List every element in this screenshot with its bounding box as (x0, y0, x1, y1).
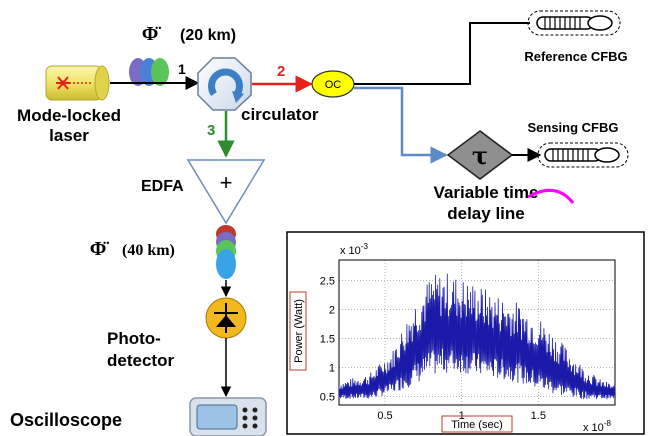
y-axis-label: Power (Watt) (293, 299, 305, 363)
tau-symbol: τ (472, 141, 488, 170)
reference-cfbg-icon (527, 10, 621, 36)
delay-label-line2: delay line (447, 204, 524, 223)
y-tick-labels: 0.5 1 1.5 2 2.5 (320, 275, 335, 403)
oscilloscope-icon (189, 397, 267, 436)
phi-label-40km: (40 km) (122, 242, 175, 259)
mode-locked-laser (45, 65, 110, 101)
x-tick-label: 0.5 (377, 410, 392, 422)
laser-label-line2: laser (49, 126, 89, 145)
x-tick-label: 1.5 (531, 410, 546, 422)
circulator-label: circulator (241, 105, 319, 124)
dispersion-spool-40km-icon (216, 225, 236, 279)
dispersion-spool-20km-icon (129, 58, 169, 86)
y-tick-label: 2.5 (320, 275, 335, 287)
optical-coupler: OC (311, 70, 355, 98)
laser-star-icon (56, 76, 70, 90)
sensing-cfbg-label: Sensing CFBG (527, 120, 618, 135)
phi-symbol-40km: Φ̈ (90, 238, 110, 260)
inset-chart: 0.5 1 1.5 2 2.5 0.5 1 1.5 x 10-3 x 10-8 Time (… (286, 231, 645, 435)
y-exponent-label: x 10-3 (340, 242, 368, 257)
x-axis-label: Time (sec) (451, 419, 503, 431)
variable-delay-icon: τ (446, 130, 514, 180)
oscilloscope-label: Oscilloscope (10, 410, 122, 430)
sensing-cfbg-icon (537, 142, 629, 168)
phi-label-20km: (20 km) (180, 27, 236, 44)
photodetector-label-line2: detector (107, 351, 174, 370)
edfa-label: EDFA (141, 178, 184, 195)
reference-cfbg-label: Reference CFBG (524, 49, 627, 64)
port-3-label: 3 (207, 122, 215, 139)
y-tick-label: 0.5 (320, 391, 335, 403)
edfa-plus: + (220, 170, 233, 195)
phi-symbol-20km: Φ̈ (142, 23, 162, 45)
signal-trace (338, 273, 616, 400)
photodetector-label-line1: Photo- (107, 329, 161, 348)
y-tick-label: 2 (329, 304, 335, 316)
y-tick-label: 1 (329, 362, 335, 374)
port-1-label: 1 (178, 61, 186, 77)
oc-to-delay-line (354, 86, 448, 164)
oc-to-reference-line (354, 22, 530, 85)
x-exponent-label: x 10-8 (583, 419, 611, 434)
photodetector-icon (205, 297, 247, 339)
magenta-curve (527, 188, 575, 204)
plot-area (338, 259, 616, 406)
laser-label-line1: Mode-locked (17, 106, 121, 125)
oc-label: OC (325, 79, 342, 91)
circulator-icon (197, 57, 252, 111)
x-axis-label-box (441, 415, 513, 433)
port-2-label: 2 (277, 63, 285, 80)
y-tick-label: 1.5 (320, 333, 335, 345)
delay-label-line1: Variable time (434, 183, 539, 202)
y-axis-label-box (289, 291, 307, 371)
edfa-amplifier-icon: + (186, 159, 266, 225)
